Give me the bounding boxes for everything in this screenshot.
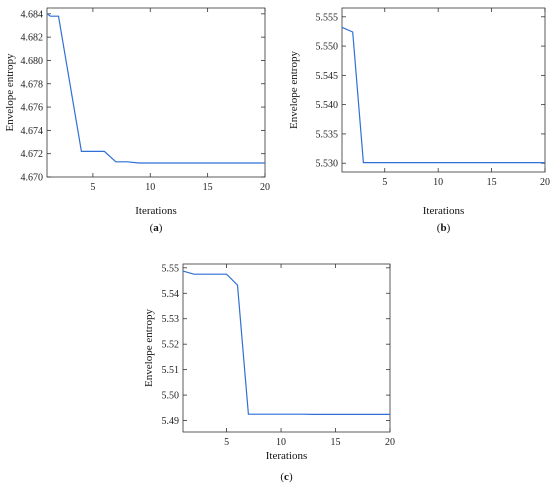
x-tick-label: 20 <box>385 437 395 448</box>
plot-frame <box>46 7 266 178</box>
chart-panel-a: 5 10 15 20 4.670 4.672 4.674 4.676 4.678 4.680 4.6… <box>4 7 270 234</box>
y-tick-label: 5.545 <box>316 71 339 82</box>
x-tick-label: 5 <box>224 437 229 448</box>
x-axis-label: Iterations <box>423 205 465 217</box>
y-tick-label: 5.51 <box>162 365 180 376</box>
y-tick-label: 4.680 <box>21 56 44 67</box>
x-tick-label: 15 <box>487 177 497 188</box>
x-tick-label: 15 <box>331 437 341 448</box>
y-tick-label: 5.535 <box>316 129 339 140</box>
y-axis-label: Envelope entropy <box>4 53 16 131</box>
y-tick-label: 5.54 <box>162 289 180 300</box>
y-tick-label: 5.52 <box>162 340 180 351</box>
x-axis-label: Iterations <box>266 450 308 462</box>
x-tick-label: 5 <box>382 177 387 188</box>
y-tick-label: 5.55 <box>162 263 180 274</box>
x-tick-label: 10 <box>145 182 155 193</box>
y-tick-label: 4.672 <box>21 149 44 160</box>
x-tick-label: 5 <box>90 182 95 193</box>
plot-frame <box>182 263 391 433</box>
y-tick-label: 5.53 <box>162 314 180 325</box>
y-tick-label: 5.550 <box>316 42 339 53</box>
x-tick-label: 20 <box>260 182 270 193</box>
y-tick-label: 5.540 <box>316 100 339 111</box>
y-tick-label: 4.674 <box>21 126 44 137</box>
x-tick-label: 15 <box>203 182 213 193</box>
plot-frame <box>341 7 546 173</box>
y-tick-label: 5.50 <box>162 391 180 402</box>
y-axis-label: Envelope entropy <box>288 51 300 129</box>
y-tick-label: 4.682 <box>21 33 44 44</box>
x-tick-label: 10 <box>276 437 286 448</box>
y-tick-label: 5.530 <box>316 159 339 170</box>
x-axis-label: Iterations <box>135 205 177 217</box>
chart-panel-b: 5 10 15 20 5.530 5.535 5.540 5.545 5.550 5.555 Ite… <box>288 7 550 234</box>
panel-caption: (b) <box>437 222 451 234</box>
panel-caption: (a) <box>150 222 163 234</box>
x-tick-label: 20 <box>540 177 550 188</box>
y-tick-label: 4.678 <box>21 79 44 90</box>
y-axis-label: Envelope entropy <box>143 309 155 387</box>
y-tick-label: 5.555 <box>316 12 339 23</box>
chart-panel-c: 5 10 15 20 5.49 5.50 5.51 5.52 5.53 5.54 5.55 Itera… <box>143 263 395 483</box>
series-line <box>182 270 390 415</box>
y-tick-label: 4.684 <box>21 9 44 20</box>
y-tick-label: 4.670 <box>21 173 44 184</box>
y-tick-label: 4.676 <box>21 103 44 114</box>
panel-caption: (c) <box>280 471 293 483</box>
series-line <box>46 13 265 164</box>
y-tick-label: 5.49 <box>162 416 180 427</box>
x-tick-label: 10 <box>433 177 443 188</box>
series-line <box>341 26 545 164</box>
